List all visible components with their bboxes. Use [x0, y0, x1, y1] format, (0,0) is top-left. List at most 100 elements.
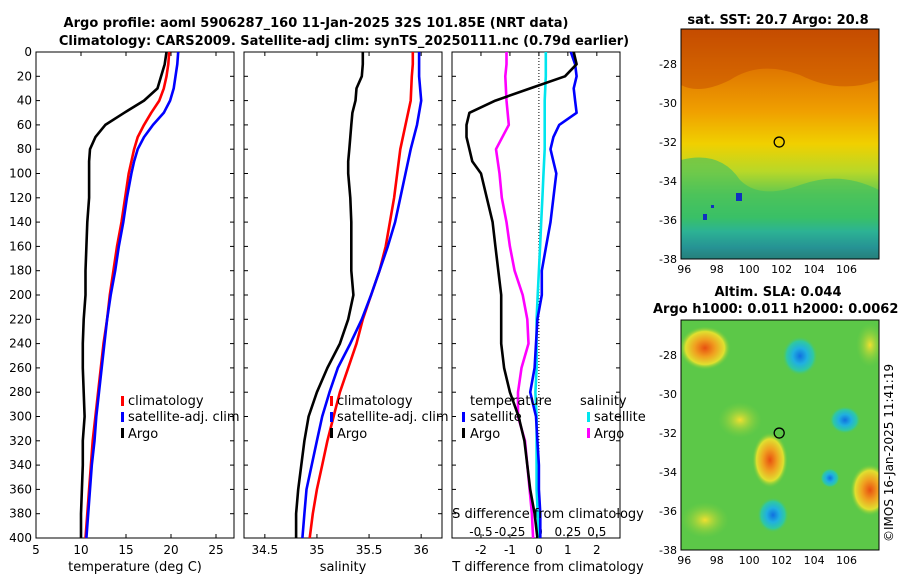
map-x-tick-label: 96	[677, 554, 691, 567]
sla-low-anomaly	[782, 336, 818, 376]
map-x-tick-label: 100	[739, 554, 760, 567]
map-y-tick-label: -32	[659, 136, 677, 149]
temperature-climatology-line	[84, 51, 171, 539]
y-tick-label: 0	[24, 45, 32, 59]
legend-label-argo: Argo	[337, 427, 367, 442]
figure-subtitle: Climatology: CARS2009. Satellite-adj cli…	[59, 34, 629, 49]
sst-cool-tongue	[681, 157, 879, 259]
x-tick-label: 35.5	[356, 543, 383, 557]
x-tick-label: 35	[309, 543, 324, 557]
legend-swatch-climatology	[330, 396, 333, 406]
temperature-axes	[35, 51, 235, 539]
axis-ticks: 0204060801001201401601802002202402602803…	[9, 45, 857, 567]
difference-xlabel: T difference from climatology	[451, 560, 644, 575]
salinity-legend: climatology satellite-adj. clim Argo	[330, 394, 449, 442]
x-tick-label: 34.5	[251, 543, 278, 557]
salinity-climatology-line	[308, 52, 415, 539]
sla-heatmap	[681, 320, 879, 550]
salinity-axes	[243, 51, 443, 539]
map-x-tick-label: 102	[771, 554, 792, 567]
temperature-argo-line	[79, 51, 168, 538]
legend-swatch-argo	[330, 428, 333, 438]
x-tick-label: 1	[564, 543, 572, 557]
map-y-tick-label: -36	[659, 505, 677, 518]
map-x-tick-label: 100	[739, 263, 760, 276]
s-difference-label: S difference from climatology	[452, 507, 644, 522]
s-tick-label: -0.5	[469, 525, 492, 539]
legend-swatch-satellite	[121, 412, 124, 422]
sla-mid-anomaly	[718, 402, 762, 438]
legend-label-satellite: satellite-adj. clim	[337, 410, 449, 425]
salinity-xlabel: salinity	[320, 560, 367, 575]
y-tick-label: 300	[9, 410, 32, 424]
y-tick-label: 160	[9, 239, 32, 253]
temperature-legend: climatology satellite-adj. clim Argo	[121, 394, 240, 442]
y-tick-label: 80	[17, 142, 32, 156]
sla-low-anomaly	[757, 497, 789, 533]
y-tick-label: 240	[9, 337, 32, 351]
sla-map-frame	[680, 319, 880, 551]
sla-map-title: Altim. SLA: 0.044	[715, 285, 842, 300]
figure-title: Argo profile: aoml 5906287_160 11-Jan-20…	[64, 16, 569, 31]
legend-label-climatology: climatology	[128, 394, 204, 409]
sst-map-frame	[680, 28, 880, 260]
map-y-tick-label: -30	[659, 388, 677, 401]
sst-blue-pixels	[703, 214, 707, 220]
imos-credit: ©IMOS 16-Jan-2025 11:41:19	[882, 364, 896, 542]
y-tick-label: 340	[9, 458, 32, 472]
y-tick-label: 260	[9, 361, 32, 375]
map-y-tick-label: -38	[659, 544, 677, 557]
sla-high-anomaly	[850, 464, 879, 516]
legend-label-t-satellite: satellite	[470, 410, 522, 425]
map-x-tick-label: 106	[836, 263, 857, 276]
legend-label-climatology: climatology	[337, 394, 413, 409]
y-tick-label: 360	[9, 482, 32, 496]
y-tick-label: 120	[9, 191, 32, 205]
map-y-tick-label: -38	[659, 253, 677, 266]
sla-high-anomaly	[752, 432, 788, 488]
y-tick-label: 100	[9, 167, 32, 181]
s-tick-label: -0.25	[494, 525, 525, 539]
x-tick-label: 36	[414, 543, 429, 557]
s-tick-label: 0.5	[587, 525, 606, 539]
sla-high-anomaly	[856, 323, 879, 367]
legend-swatch-s-argo	[587, 428, 590, 438]
sla-high-anomaly	[681, 502, 729, 538]
series-lines	[79, 51, 578, 539]
x-tick-label: 0	[535, 543, 543, 557]
map-y-tick-label: -30	[659, 97, 677, 110]
argo-location-marker	[773, 427, 785, 439]
legend-swatch-climatology	[121, 396, 124, 406]
y-tick-label: 320	[9, 434, 32, 448]
y-tick-label: 200	[9, 288, 32, 302]
y-tick-label: 220	[9, 312, 32, 326]
map-x-tick-label: 102	[771, 263, 792, 276]
temperature-xlabel: temperature (deg C)	[68, 560, 202, 575]
t-difference-satellite-line	[528, 51, 578, 538]
legend-label-s-satellite: satellite	[594, 410, 646, 425]
map-x-tick-label: 104	[804, 263, 825, 276]
salinity-argo-line	[294, 52, 365, 538]
salinity-satellite-line	[301, 52, 423, 539]
legend-swatch-s-satellite	[587, 412, 590, 422]
t-difference-argo-line	[465, 51, 578, 539]
x-tick-label: 2	[593, 543, 601, 557]
x-tick-label: 10	[73, 543, 88, 557]
map-x-tick-label: 98	[710, 263, 724, 276]
legend-swatch-argo	[121, 428, 124, 438]
s-difference-satellite-line	[534, 52, 548, 539]
map-y-tick-label: -28	[659, 349, 677, 362]
sst-blue-pixels	[711, 205, 714, 208]
map-y-tick-label: -34	[659, 466, 677, 479]
y-tick-label: 380	[9, 507, 32, 521]
y-tick-label: 60	[17, 118, 32, 132]
x-tick-label: 5	[32, 543, 40, 557]
y-tick-label: 280	[9, 385, 32, 399]
x-tick-label: -1	[504, 543, 516, 557]
y-tick-label: 40	[17, 94, 32, 108]
sst-blue-pixels	[736, 193, 742, 201]
sst-map-title: sat. SST: 20.7 Argo: 20.8	[687, 13, 868, 28]
legend-label-t-argo: Argo	[470, 427, 500, 442]
x-tick-label: 20	[163, 543, 178, 557]
